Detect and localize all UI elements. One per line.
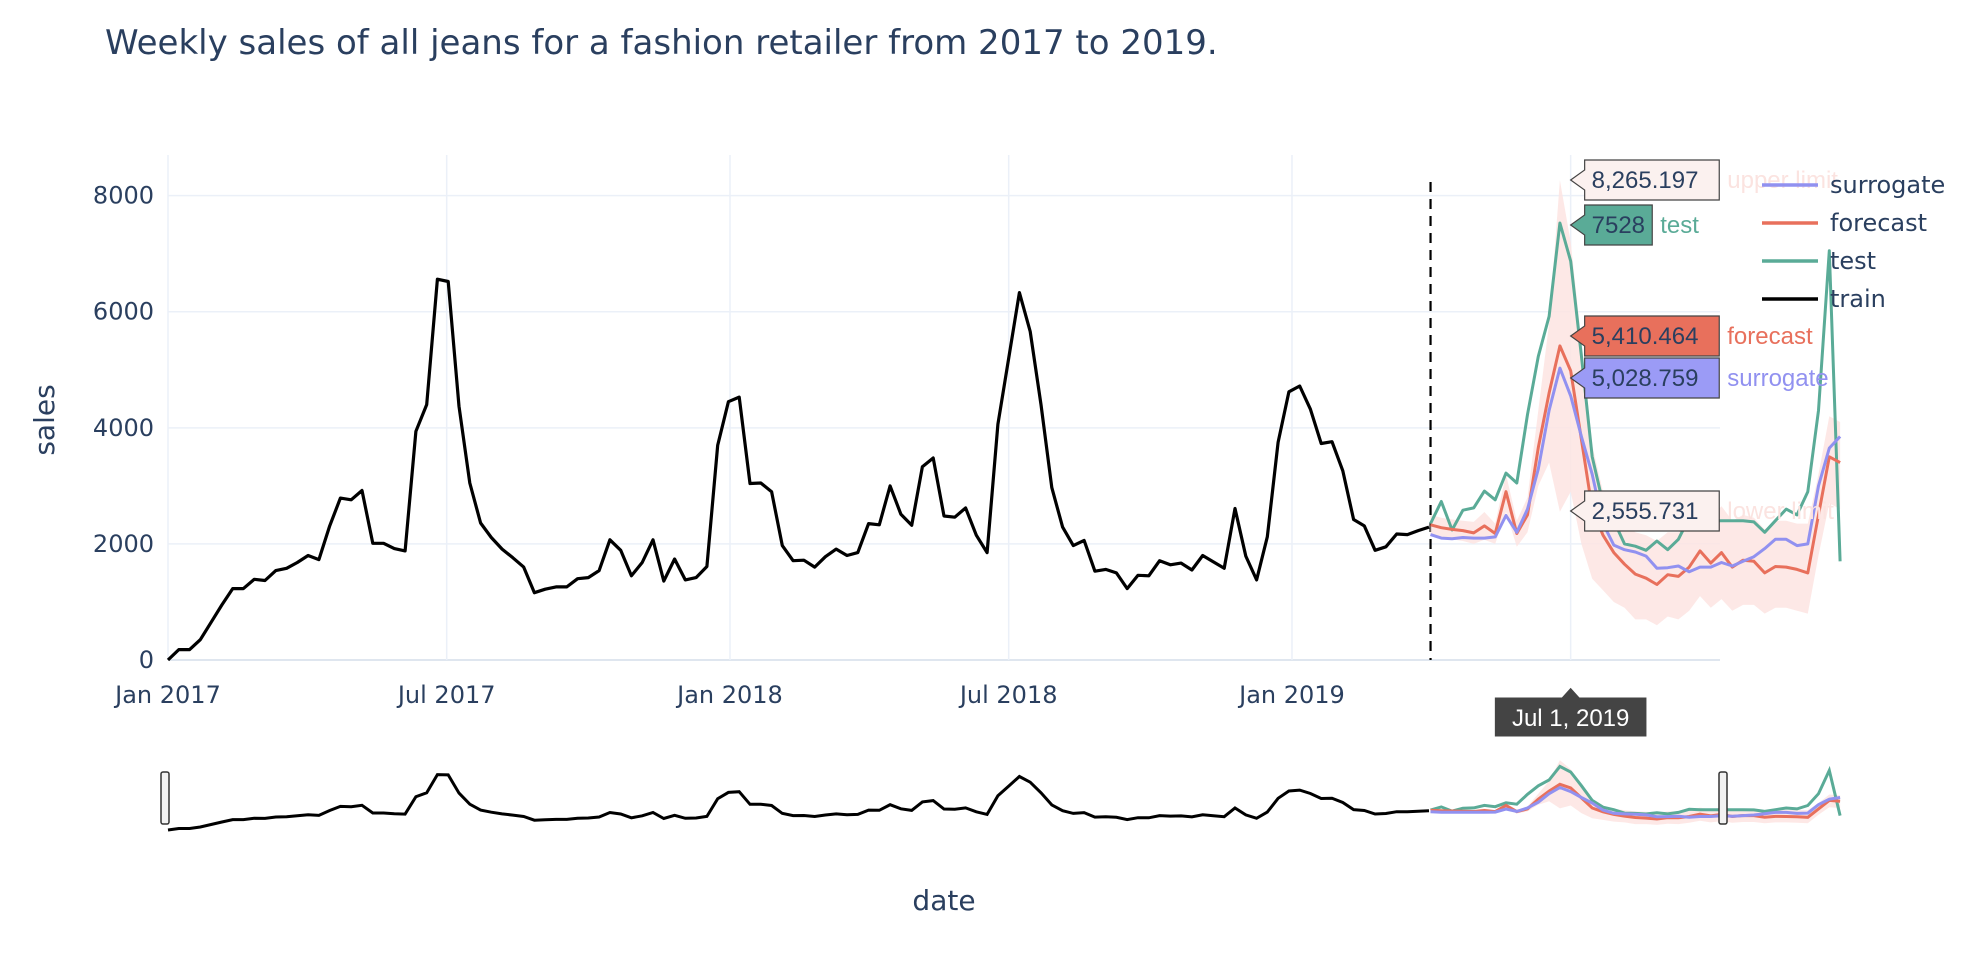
hover-label-test: 7528 test: [1569, 204, 1699, 246]
hover-label-box: [1569, 357, 1720, 399]
hover-label-lower-limit: 2,555.731 lower limit: [1569, 490, 1834, 532]
rangeslider-line-test: [1430, 764, 1842, 816]
y-tick-label: 0: [139, 646, 154, 674]
legend-item-forecast[interactable]: forecast: [1762, 209, 1927, 237]
hover-label-series-name: upper limit: [1727, 167, 1838, 194]
y-tick-label: 2000: [93, 530, 154, 558]
legend-label: forecast: [1830, 209, 1927, 237]
x-tick-label: Jul 2017: [396, 681, 496, 709]
hover-label-series-name: forecast: [1727, 323, 1813, 350]
x-axis-title: date: [912, 884, 975, 917]
hover-label-value: 5,410.464: [1592, 323, 1699, 350]
hover-label-series-name: surrogate: [1727, 365, 1828, 392]
hover-label-box: [1569, 204, 1653, 246]
legend-label: train: [1830, 285, 1886, 313]
chart-title: Weekly sales of all jeans for a fashion …: [105, 23, 1218, 63]
hover-label-value: 5,028.759: [1592, 365, 1699, 392]
legend-item-surrogate[interactable]: surrogate: [1762, 171, 1945, 199]
x-hover-label-box: [1493, 686, 1648, 738]
x-tick-label: Jan 2019: [1237, 681, 1345, 709]
hover-label-forecast: 5,410.464 forecast: [1569, 315, 1813, 357]
hover-label-value: 2,555.731: [1592, 498, 1699, 525]
rangeslider-line-train: [167, 773, 1430, 832]
hover-label-upper-limit: 8,265.197 upper limit: [1569, 159, 1838, 201]
x-tick-label: Jul 2018: [958, 681, 1058, 709]
hover-label-surrogate: 5,028.759 surrogate: [1569, 357, 1829, 399]
series-line-layer: [166, 221, 1842, 662]
y-axis-title: sales: [28, 384, 61, 455]
x-tick-label: Jan 2018: [675, 681, 783, 709]
rangeslider-left-handle[interactable]: [160, 771, 170, 825]
y-tick-label: 6000: [93, 298, 154, 326]
legend-item-test[interactable]: test: [1762, 247, 1876, 275]
uncertainty-band-layer: [1430, 180, 1841, 626]
uncertainty-band: [1430, 180, 1841, 626]
series-line-surrogate: [1430, 366, 1842, 574]
hover-label-value: 8,265.197: [1592, 167, 1699, 194]
x-hover-label-text: Jul 1, 2019: [1512, 705, 1629, 732]
hover-label-box: [1569, 490, 1720, 532]
hover-label-series-name: lower limit: [1727, 498, 1834, 525]
legend[interactable]: surrogate forecast test train: [1762, 171, 1945, 313]
axis-layer: 0 2000 4000 6000 8000 Jan 2017 Jul 2017 Jan 201…: [93, 182, 1345, 709]
rangeslider[interactable]: [160, 760, 1842, 832]
rangeslider-line-surrogate: [1430, 785, 1841, 819]
hover-label-layer: 8,265.197 upper limit 7528 test 5,410.464 for…: [1493, 159, 1838, 738]
legend-item-train[interactable]: train: [1762, 285, 1886, 313]
y-tick-label: 4000: [93, 414, 154, 442]
x-tick-label: Jan 2017: [113, 681, 221, 709]
legend-label: surrogate: [1830, 171, 1945, 199]
series-line-test: [1429, 221, 1842, 562]
rangeslider-right-handle[interactable]: [1718, 771, 1728, 825]
hover-label-box: [1569, 159, 1720, 201]
x-hover-label: Jul 1, 2019: [1493, 686, 1648, 738]
legend-label: test: [1830, 247, 1876, 275]
hover-label-value: 7528: [1592, 212, 1645, 239]
grid-layer: [167, 155, 1720, 661]
y-tick-label: 8000: [93, 182, 154, 210]
series-line-train: [166, 277, 1430, 662]
hover-label-series-name: test: [1660, 212, 1699, 239]
series-line-forecast: [1430, 344, 1841, 586]
hover-label-box: [1569, 315, 1720, 357]
